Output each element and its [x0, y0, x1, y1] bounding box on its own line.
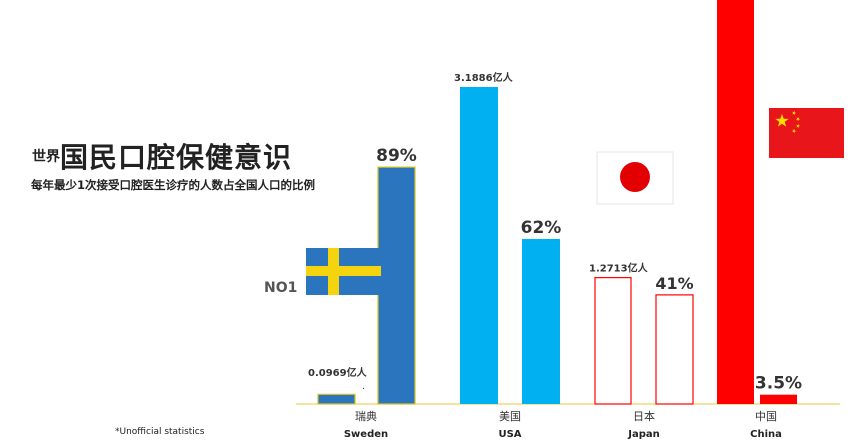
bar-percentage-japan	[655, 294, 694, 405]
china-flag-big-star	[775, 114, 789, 127]
china-flag-small-star-2	[795, 117, 801, 122]
bar-percentage-usa	[522, 239, 560, 404]
title-prefix: 世界	[32, 149, 60, 165]
category-label-en-sweden: Sweden	[344, 429, 388, 440]
footnote: *Unofficial statistics	[115, 427, 205, 437]
population-label-usa: 3.1886亿人	[454, 71, 514, 84]
percentage-label-china: 3.5%	[755, 374, 802, 394]
china-flag-small-star-3	[796, 123, 801, 128]
bar-population-usa	[460, 87, 498, 404]
category-label-en-china: China	[750, 429, 782, 440]
bar-population-japan	[594, 277, 632, 405]
china-flag-field	[769, 108, 844, 158]
japan-flag-sun	[620, 162, 650, 192]
no1-badge: NO1	[264, 280, 298, 296]
category-label-cn-china: 中国	[755, 410, 777, 423]
china-flag-small-star-4	[792, 129, 797, 134]
category-label-en-japan: Japan	[627, 429, 660, 440]
sweden-flag	[306, 248, 381, 295]
population-label-japan: 1.2713亿人	[589, 262, 649, 275]
chart-subtitle: 每年最少1次接受口腔医生诊疗的人数占全国人口的比例	[31, 178, 315, 192]
china-flag	[769, 108, 844, 158]
japan-flag	[596, 151, 674, 205]
bar-population-china	[717, 0, 754, 404]
title-main: 国民口腔保健意识	[60, 141, 293, 174]
bar-percentage-china	[760, 394, 797, 404]
bar-percentage-sweden	[377, 166, 416, 405]
percentage-label-usa: 62%	[521, 218, 562, 238]
china-flag-small-star-1	[792, 110, 797, 116]
category-label-cn-japan: 日本	[633, 409, 655, 423]
japan-flag-field	[596, 151, 674, 205]
sweden-flag-cross-horizontal	[306, 266, 381, 276]
percentage-label-japan: 41%	[655, 274, 693, 293]
percentage-label-sweden: 89%	[376, 146, 417, 166]
category-label-cn-sweden: 瑞典	[355, 409, 377, 423]
bar-population-sweden	[317, 393, 356, 405]
category-label-cn-usa: 美国	[499, 410, 521, 423]
population-label-sweden: 0.0969亿人	[308, 366, 368, 379]
stray-mark: .	[362, 381, 365, 392]
category-label-en-usa: USA	[498, 429, 521, 440]
chart-title: 世界国民口腔保健意识	[32, 136, 292, 176]
